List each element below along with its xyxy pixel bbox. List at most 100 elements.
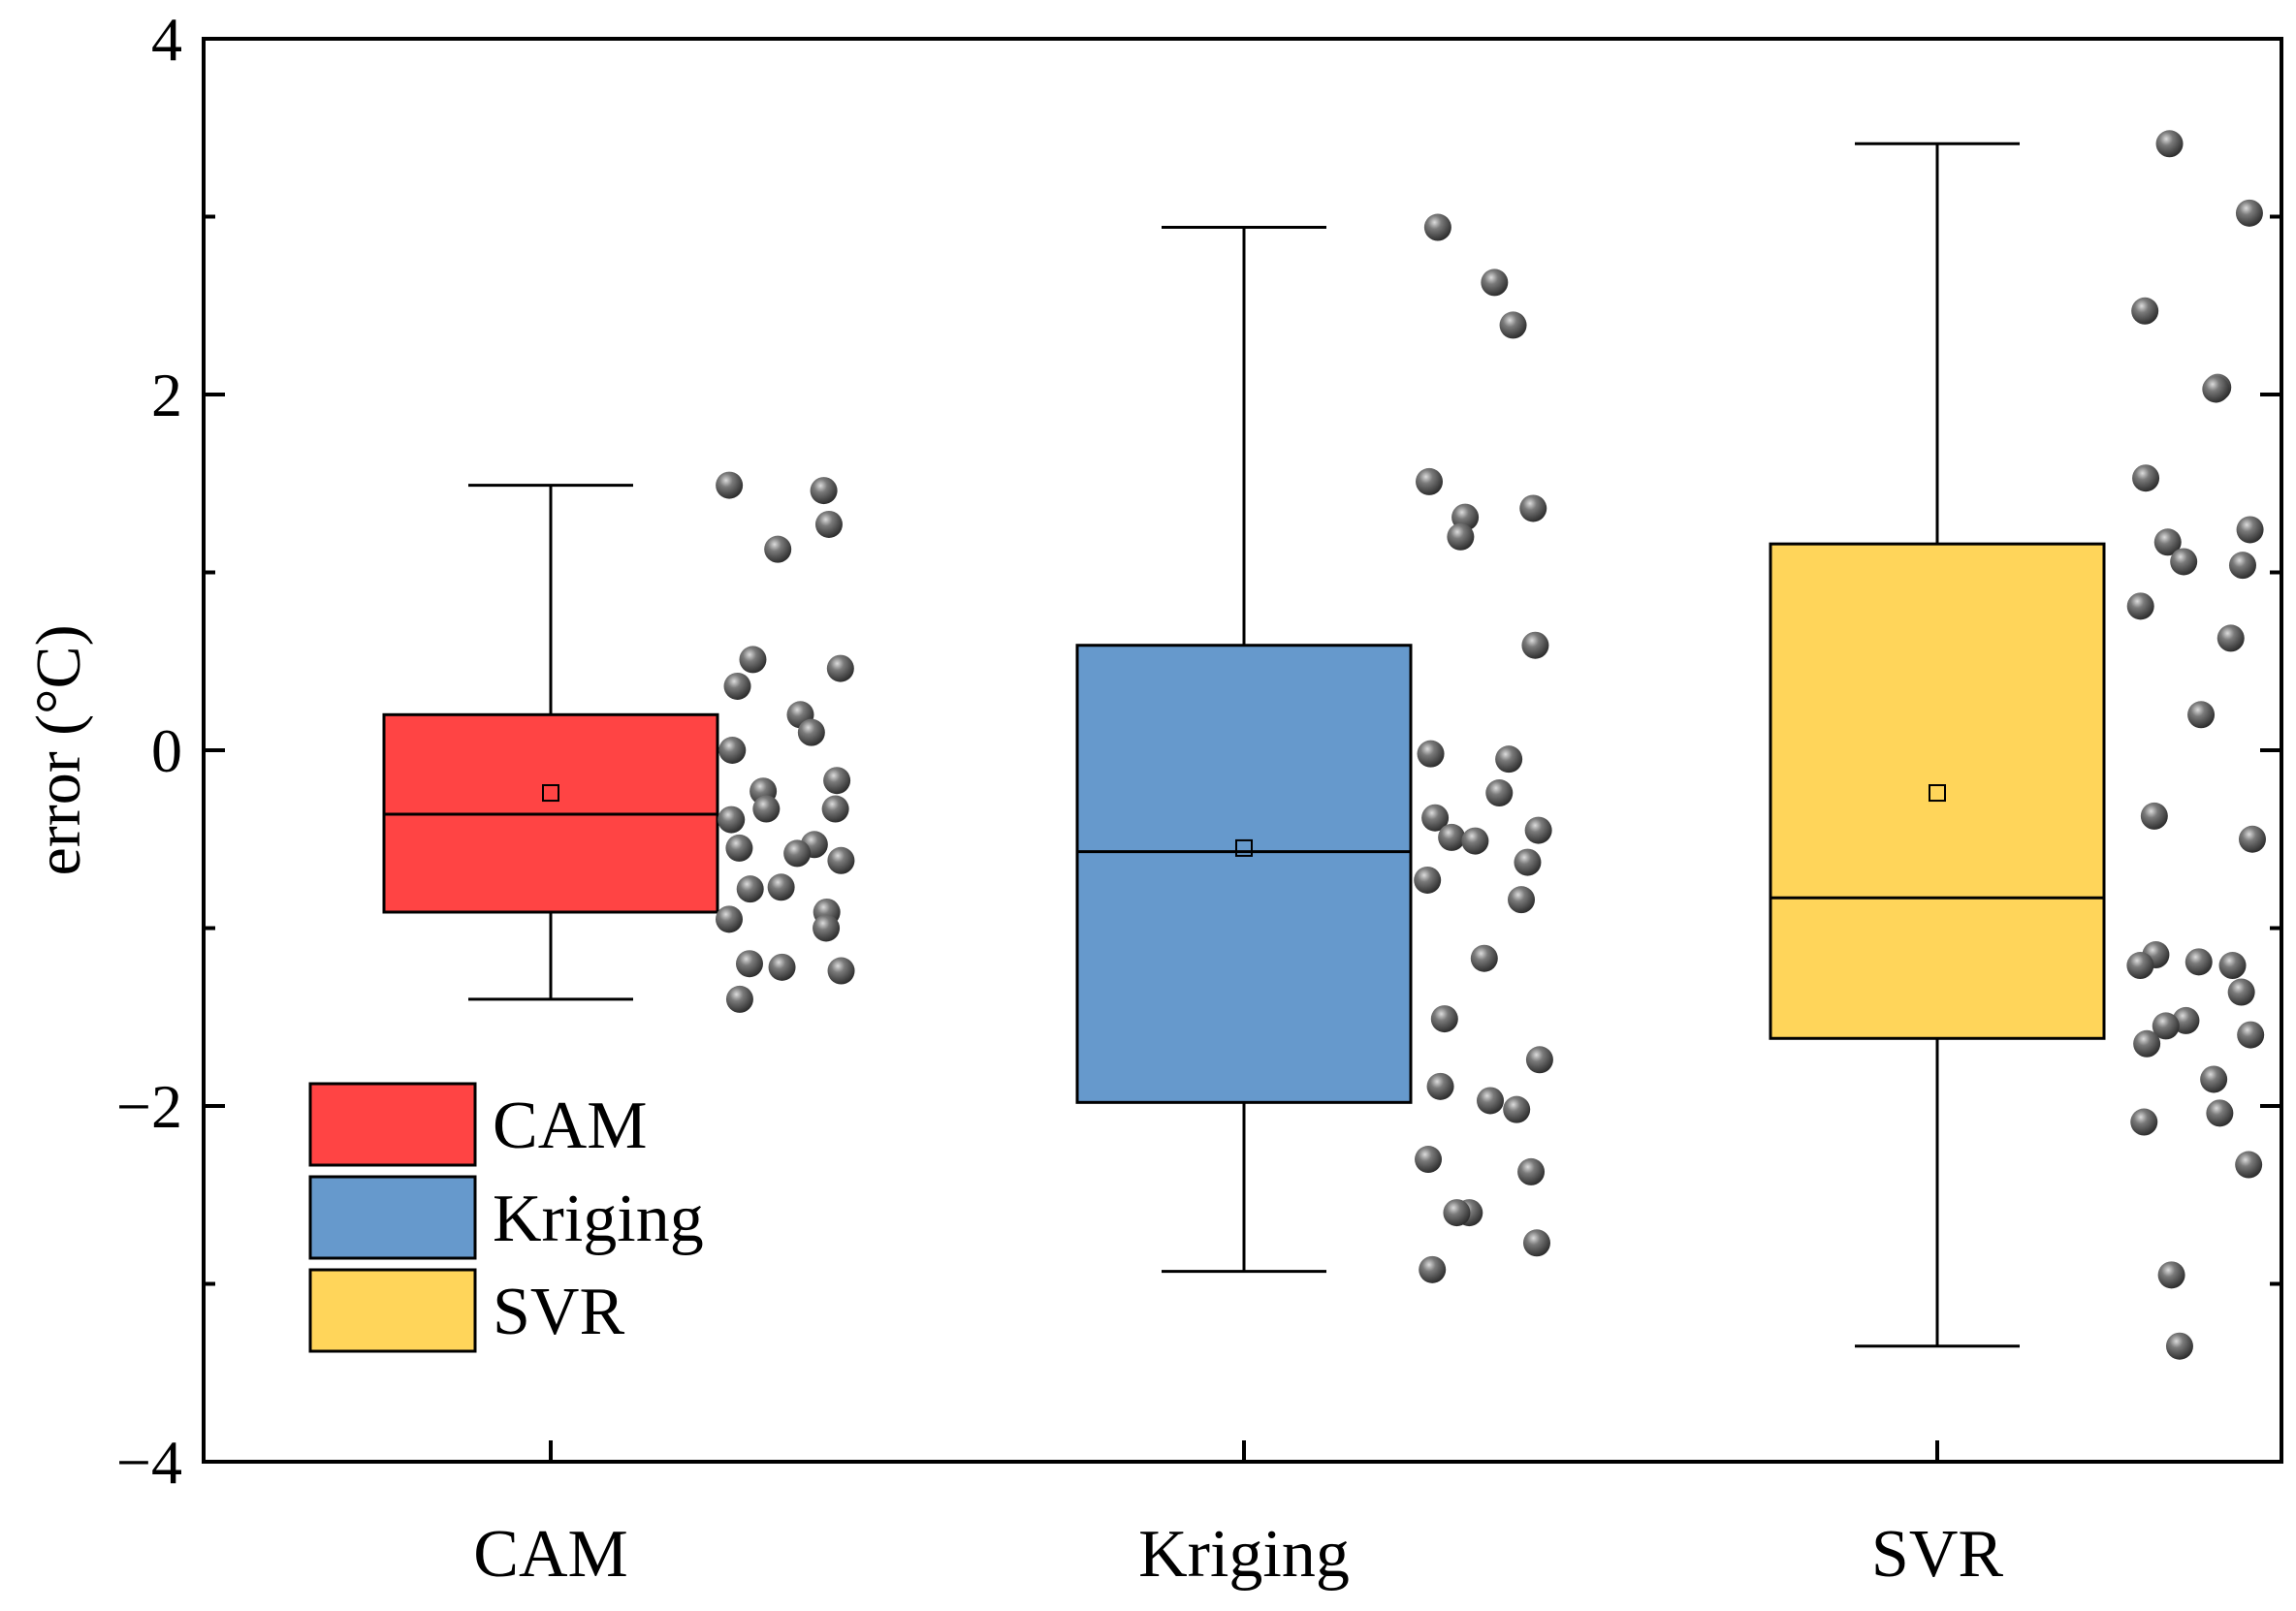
box-svr [1769, 142, 2106, 1348]
legend: CAM Kriging SVR [308, 1082, 704, 1353]
data-point [814, 510, 843, 538]
data-point [813, 914, 841, 942]
data-point [1416, 467, 1444, 495]
data-point [1499, 311, 1527, 339]
iqr-box [1075, 644, 1413, 1104]
data-point [2155, 130, 2184, 158]
y-tick-label: −2 [116, 1072, 182, 1141]
data-point [1443, 1199, 1471, 1227]
data-point [2237, 1021, 2265, 1049]
data-point [1415, 1146, 1443, 1174]
data-point [1514, 848, 1542, 876]
data-point [2187, 701, 2216, 729]
data-point [2132, 464, 2160, 492]
box-cam [382, 484, 719, 1001]
data-point [2184, 948, 2213, 976]
data-point [736, 875, 764, 903]
data-point [752, 795, 781, 823]
data-point [2130, 1108, 2158, 1136]
data-point [2140, 802, 2168, 830]
data-point [1426, 1072, 1454, 1100]
data-point [739, 646, 767, 674]
data-point [2170, 548, 2198, 576]
data-point [716, 471, 744, 499]
data-point [2235, 199, 2263, 227]
data-point [2228, 552, 2256, 580]
data-point [783, 839, 812, 868]
data-point [764, 535, 792, 563]
data-point [718, 737, 747, 764]
data-point [826, 654, 854, 682]
data-point [1461, 827, 1489, 855]
data-point [1423, 213, 1451, 241]
legend-swatch [308, 1082, 477, 1167]
data-point [725, 834, 753, 862]
y-axis-label: error (°C) [23, 624, 94, 875]
boxes-layer [382, 142, 2106, 1348]
legend-label: Kriging [493, 1182, 704, 1256]
data-point [2202, 375, 2230, 403]
data-point [735, 950, 763, 978]
data-point [2152, 1012, 2180, 1040]
y-tick-label: 0 [151, 716, 182, 785]
data-point [1517, 1157, 1546, 1185]
data-point [2131, 297, 2159, 325]
data-point [821, 795, 849, 823]
data-point [716, 905, 744, 933]
data-point [1421, 804, 1450, 832]
data-point [1414, 866, 1442, 894]
data-point [2165, 1332, 2193, 1360]
box-kriging [1075, 226, 1413, 1274]
data-point [810, 477, 838, 505]
data-point [1438, 823, 1466, 851]
data-point [2153, 528, 2182, 556]
data-point [2236, 516, 2264, 544]
data-point [1470, 944, 1498, 972]
y-tick-label: 2 [151, 361, 182, 429]
data-point [827, 846, 855, 874]
data-point [2157, 1261, 2185, 1289]
mean-marker [1929, 784, 1946, 803]
data-point [725, 985, 753, 1013]
data-point [1521, 631, 1549, 659]
iqr-box [1769, 542, 2106, 1040]
data-point [1417, 740, 1445, 768]
data-point [2227, 978, 2255, 1006]
legend-swatch [308, 1175, 477, 1260]
data-point [2238, 825, 2266, 853]
data-point [1524, 816, 1552, 844]
legend-label: SVR [493, 1275, 624, 1349]
points-svr [2126, 130, 2266, 1360]
data-point [718, 806, 746, 834]
data-point [2206, 1099, 2234, 1127]
data-point [2200, 1065, 2228, 1093]
data-point [723, 672, 751, 700]
data-point [1503, 1095, 1531, 1123]
data-point [1481, 268, 1509, 297]
data-point [1430, 1005, 1458, 1033]
x-category-label: Kriging [1138, 1517, 1350, 1592]
data-point [1419, 1255, 1447, 1283]
data-point [2133, 1029, 2161, 1058]
data-point [2126, 952, 2154, 980]
legend-entry-svr: SVR [308, 1268, 624, 1353]
y-tick-label: 4 [151, 5, 182, 74]
data-point [2235, 1151, 2263, 1179]
data-point [768, 953, 796, 981]
data-point [1519, 494, 1547, 522]
data-point [2216, 624, 2245, 652]
x-category-label: SVR [1871, 1517, 2003, 1592]
data-point [823, 767, 851, 795]
data-point [767, 873, 795, 901]
points-cam [716, 471, 855, 1013]
mean-marker [1235, 838, 1253, 857]
data-point [827, 957, 855, 985]
legend-label: CAM [493, 1089, 647, 1163]
legend-entry-cam: CAM [308, 1082, 647, 1167]
x-category-label: CAM [473, 1517, 627, 1592]
data-point [1522, 1229, 1550, 1257]
legend-entry-kriging: Kriging [308, 1175, 704, 1260]
axis-layer: −4 −2 0 2 4 CAM Kriging SVR [116, 5, 2281, 1592]
data-point [1477, 1087, 1505, 1115]
